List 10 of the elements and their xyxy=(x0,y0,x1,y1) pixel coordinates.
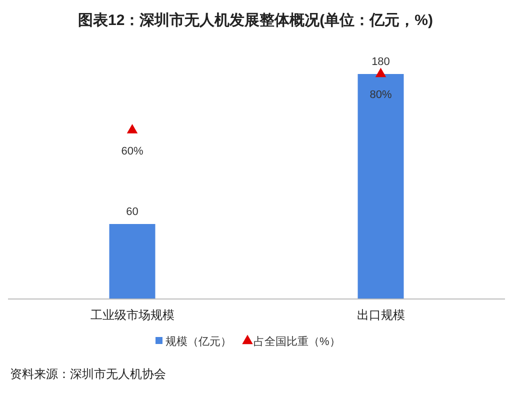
text: 资料来源：深圳市无人机协会 xyxy=(10,367,166,381)
data-label: 180 xyxy=(372,56,390,68)
data-label: 80% xyxy=(370,89,392,101)
x-tick-label: 出口规模 xyxy=(356,308,405,322)
data-label: 60% xyxy=(121,145,144,158)
legend-label: 规模（亿元） xyxy=(166,336,232,348)
legend-label: 占全国比重（%） xyxy=(254,335,340,348)
chart-title: 图表12：深圳市无人机发展整体概况(单位：亿元，%) xyxy=(78,11,434,29)
x-tick-label: 工业级市场规模 xyxy=(90,308,174,322)
data-label: 60 xyxy=(126,206,138,218)
